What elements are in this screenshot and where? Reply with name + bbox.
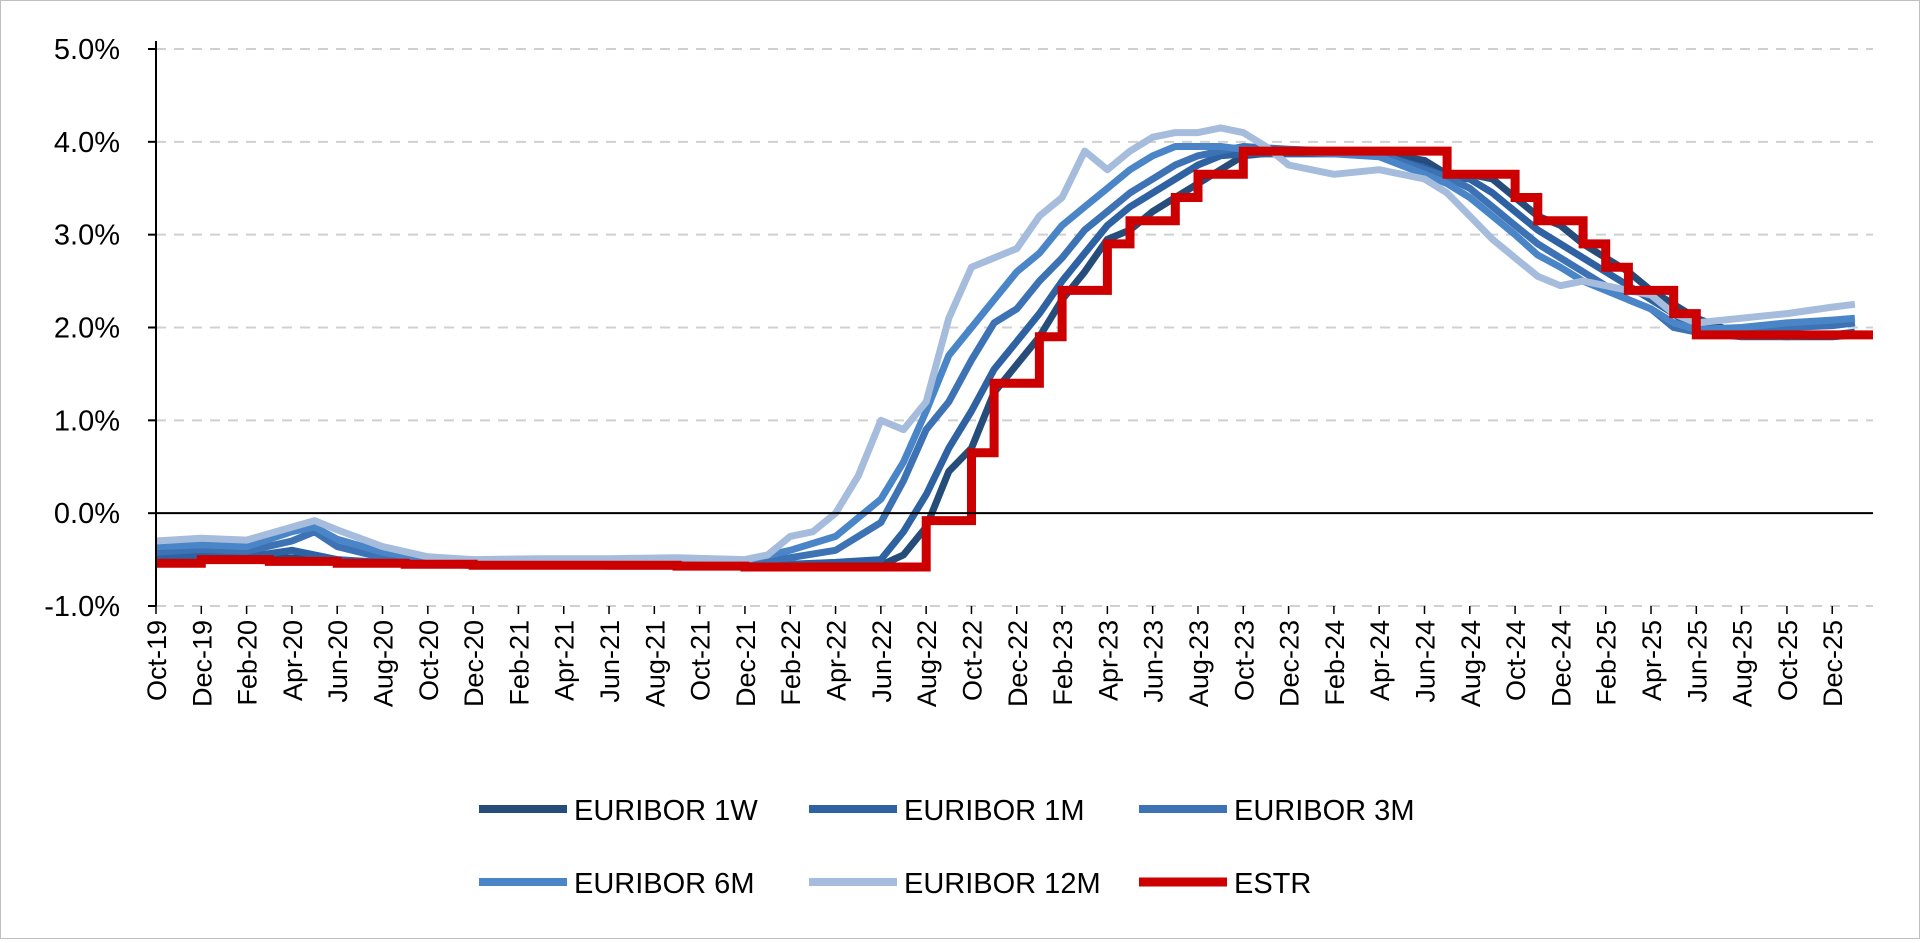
x-tick-label: Oct-19 bbox=[142, 620, 172, 701]
x-axis-ticks: Oct-19 Dec-19 Feb-20 Apr-20 Jun-20 Aug-20 Oct-… bbox=[142, 606, 1848, 707]
x-tick-label: Aug-25 bbox=[1728, 620, 1758, 707]
y-tick-label: -1.0% bbox=[44, 591, 120, 623]
x-tick-label: Oct-21 bbox=[686, 620, 716, 701]
x-tick-label: Feb-22 bbox=[776, 620, 806, 706]
y-tick-label: 4.0% bbox=[54, 127, 120, 159]
x-tick-label: Aug-24 bbox=[1456, 620, 1486, 707]
x-tick-label: Apr-25 bbox=[1637, 620, 1667, 701]
x-tick-label: Oct-20 bbox=[414, 620, 444, 701]
y-tick-label: 3.0% bbox=[54, 220, 120, 252]
y-tick-label: 0.0% bbox=[54, 498, 120, 530]
x-tick-label: Aug-22 bbox=[912, 620, 942, 707]
x-tick-label: Feb-23 bbox=[1048, 620, 1078, 706]
legend-label: EURIBOR 1M bbox=[904, 795, 1084, 827]
x-tick-label: Apr-20 bbox=[278, 620, 308, 701]
x-tick-label: Jun-20 bbox=[323, 620, 353, 703]
x-tick-label: Jun-25 bbox=[1682, 620, 1712, 703]
grid-lines bbox=[156, 48, 1873, 607]
x-tick-label: Apr-22 bbox=[822, 620, 852, 701]
legend-label: EURIBOR 12M bbox=[904, 868, 1101, 900]
x-tick-label: Dec-19 bbox=[187, 620, 217, 707]
series-lines bbox=[155, 124, 1873, 572]
x-tick-label: Oct-25 bbox=[1773, 620, 1803, 701]
x-tick-label: Oct-22 bbox=[957, 620, 987, 701]
x-tick-label: Aug-21 bbox=[640, 620, 670, 707]
x-tick-label: Dec-24 bbox=[1546, 620, 1576, 707]
x-tick-label: Jun-23 bbox=[1139, 620, 1169, 703]
y-tick-label: 5.0% bbox=[54, 34, 120, 66]
x-tick-label: Dec-25 bbox=[1818, 620, 1848, 707]
x-tick-label: Apr-24 bbox=[1365, 620, 1395, 701]
x-tick-label: Aug-23 bbox=[1184, 620, 1214, 707]
legend-label: EURIBOR 6M bbox=[574, 868, 754, 900]
x-tick-label: Jun-21 bbox=[595, 620, 625, 703]
series-line-euribor-12m bbox=[155, 124, 1856, 564]
x-tick-label: Feb-21 bbox=[504, 620, 534, 706]
x-tick-label: Apr-21 bbox=[550, 620, 580, 701]
x-tick-label: Dec-20 bbox=[459, 620, 489, 707]
y-tick-label: 2.0% bbox=[54, 313, 120, 345]
x-tick-label: Dec-21 bbox=[731, 620, 761, 707]
legend: EURIBOR 1W EURIBOR 1M EURIBOR 3M EURIBOR 6M… bbox=[479, 795, 1414, 900]
y-tick-label: 1.0% bbox=[54, 405, 120, 437]
legend-label: EURIBOR 3M bbox=[1234, 795, 1414, 827]
x-tick-label: Feb-20 bbox=[233, 620, 263, 706]
x-tick-label: Oct-24 bbox=[1501, 620, 1531, 701]
x-tick-label: Dec-22 bbox=[1003, 620, 1033, 707]
legend-label: ESTR bbox=[1234, 868, 1311, 900]
x-tick-label: Apr-23 bbox=[1093, 620, 1123, 701]
x-tick-label: Oct-23 bbox=[1229, 620, 1259, 701]
axes bbox=[155, 41, 1873, 606]
x-tick-label: Aug-20 bbox=[369, 620, 399, 707]
x-tick-label: Jun-22 bbox=[867, 620, 897, 703]
y-axis-ticks: 5.0% 4.0% 3.0% 2.0% 1.0% 0.0% -1.0% bbox=[44, 34, 156, 623]
series-line-euribor-1m bbox=[155, 150, 1856, 570]
x-tick-label: Feb-24 bbox=[1320, 620, 1350, 706]
x-tick-label: Jun-24 bbox=[1410, 620, 1440, 703]
x-tick-label: Dec-23 bbox=[1275, 620, 1305, 707]
legend-label: EURIBOR 1W bbox=[574, 795, 758, 827]
x-tick-label: Feb-25 bbox=[1592, 620, 1622, 706]
series-line-estr bbox=[156, 146, 1873, 572]
